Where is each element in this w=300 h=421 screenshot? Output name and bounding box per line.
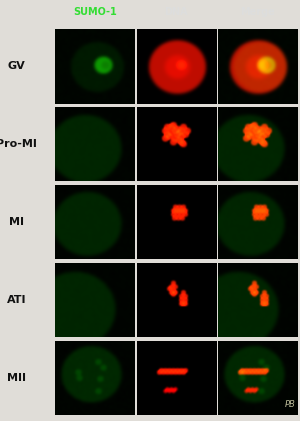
Text: SUMO-1: SUMO-1 bbox=[73, 7, 117, 17]
Text: Merge: Merge bbox=[240, 7, 275, 17]
Text: Pro-MI: Pro-MI bbox=[0, 139, 37, 149]
Text: DNA: DNA bbox=[164, 7, 188, 17]
Text: MII: MII bbox=[7, 373, 26, 383]
Text: GV: GV bbox=[7, 61, 25, 71]
Text: ATI: ATI bbox=[7, 295, 26, 305]
Text: PB: PB bbox=[285, 400, 296, 409]
Text: MI: MI bbox=[9, 217, 24, 227]
